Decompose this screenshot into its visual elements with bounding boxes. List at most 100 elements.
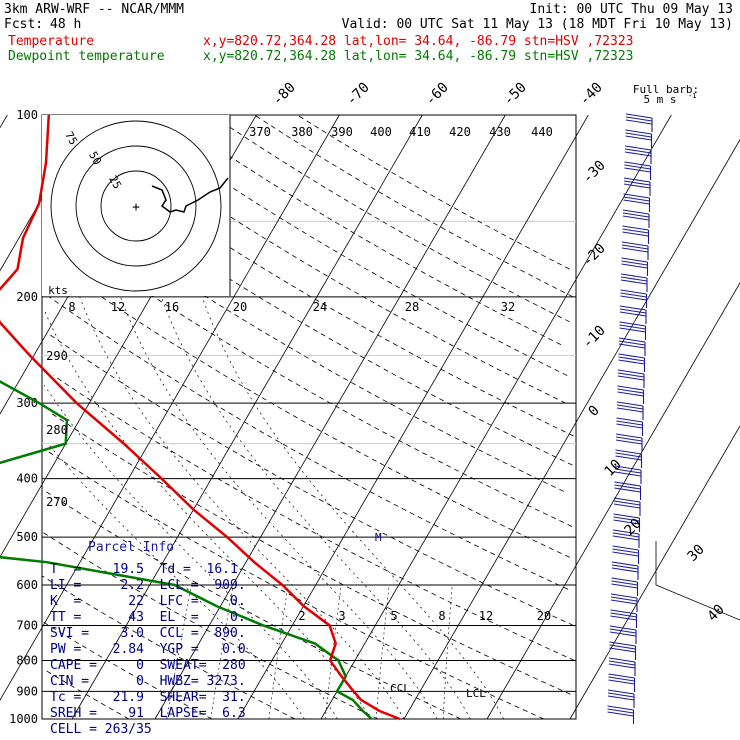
wind-barb-flag — [617, 391, 644, 397]
isotherm-line — [403, 138, 740, 720]
parcel-row: K = 22 LFC = 0. — [50, 594, 246, 609]
parcel-row: CELL = 263/35 — [50, 722, 152, 737]
wind-barb-flag — [619, 308, 647, 314]
temperature-profile — [0, 114, 401, 721]
wind-barb-flag — [614, 487, 641, 493]
wind-barb-flag — [619, 321, 646, 327]
hodograph-ring-label: 75 — [62, 129, 80, 147]
wind-barb-flag — [610, 593, 638, 599]
parcel-info-title: Parcel Info — [88, 540, 174, 555]
pressure-tick-label: 600 — [16, 578, 38, 592]
isotherm-line — [0, 114, 8, 129]
wind-barb-flag — [618, 356, 645, 362]
parcel-row: LI = 2.2 LCL = 909. — [50, 578, 246, 593]
wind-barb-flag — [623, 177, 651, 183]
isotherm-line — [486, 281, 740, 720]
wind-barb-flag — [621, 263, 648, 269]
wind-barb-flag — [624, 161, 651, 167]
dry-adiabat — [44, 221, 573, 527]
wind-barb-flag — [616, 417, 643, 423]
wind-barb-flag — [625, 116, 653, 122]
wind-barb-flag — [612, 545, 639, 551]
wind-barb-flag — [620, 273, 648, 279]
wind-barb-flag — [612, 551, 639, 557]
dry-adiabat — [47, 450, 545, 720]
dry-adiabat — [42, 621, 213, 720]
wind-barb-flag — [623, 180, 651, 186]
theta-label: 400 — [370, 125, 392, 139]
isotherm-label: -70 — [344, 80, 373, 109]
wind-barb-flag — [608, 660, 636, 666]
pressure-tick-label: 700 — [16, 618, 38, 632]
wind-barb-flag — [609, 647, 636, 653]
wind-barb-flag — [610, 596, 638, 602]
wind-barb-flag — [624, 164, 651, 170]
wind-barb-flag — [620, 276, 648, 282]
speed-axis-label: 8 — [68, 300, 75, 314]
wind-barb-flag — [623, 193, 650, 199]
mixing-ratio-line — [442, 584, 453, 720]
moist-adiabat — [160, 296, 471, 720]
mixing-ratio-lines — [166, 584, 453, 720]
wind-barbs — [607, 113, 653, 724]
wind-barb-flag — [613, 516, 640, 522]
mixing-ratio-label: 8 — [438, 609, 445, 623]
wind-barb-flag — [609, 644, 636, 650]
moist-adiabat — [79, 296, 405, 720]
theta-label: 410 — [409, 125, 431, 139]
parcel-row: CIN = 0 HWBZ= 3273. — [50, 674, 246, 689]
wind-barb-flag — [614, 484, 641, 490]
dry-adiabat — [47, 333, 574, 626]
wind-barb-flag — [608, 676, 635, 682]
wind-barb-flag — [615, 455, 642, 461]
dry-adiabat — [61, 268, 570, 558]
m-marker: M — [375, 531, 382, 544]
wind-barb-flag — [616, 423, 643, 429]
wind-barb-flag — [623, 196, 650, 202]
hodograph-ring-label: 25 — [106, 173, 124, 191]
wind-barb-flag — [623, 183, 651, 189]
theta-label: 370 — [249, 125, 271, 139]
wind-barb-flag — [612, 532, 640, 538]
isotherm-label: 0 — [586, 403, 603, 420]
dry-adiabat — [254, 114, 574, 298]
wind-barb-flag — [611, 577, 638, 583]
barb-legend-line2: 5 m s — [643, 93, 676, 106]
wind-barb-flag — [614, 468, 642, 474]
isotherm-line — [154, 114, 506, 720]
mixing-ratio-label: 3 — [338, 609, 345, 623]
isotherm-line — [71, 114, 423, 720]
dry-adiabat — [168, 114, 562, 346]
isotherm-label: -30 — [580, 158, 609, 187]
wind-barb-flag — [621, 257, 648, 263]
init-time: Init: 00 UTC Thu 09 May 13 — [530, 2, 734, 17]
mixing-ratio-label: 12 — [479, 609, 493, 623]
wind-barb-flag — [615, 439, 643, 445]
wind-barb-flag — [611, 564, 639, 570]
parcel-info: Parcel Info T = 19.5 Td = 16.1 LI = 2.2 … — [50, 540, 246, 737]
dry-adiabat — [58, 162, 573, 466]
wind-barb-flag — [613, 513, 640, 519]
wind-barb-flag — [607, 692, 635, 698]
wind-barb-flag — [621, 247, 649, 253]
dry-adiabat — [53, 375, 575, 661]
mixing-ratio-line — [375, 584, 390, 720]
hodograph-ring — [50, 120, 222, 292]
speed-axis-label: 20 — [233, 300, 247, 314]
hodograph-ring-label: 50 — [86, 149, 104, 167]
wind-barb-flag — [624, 167, 651, 173]
isotherm-line — [320, 114, 672, 720]
wind-barb-flag — [619, 311, 647, 317]
wind-barb-flag — [612, 535, 640, 541]
wind-barb-flag — [609, 631, 637, 637]
model-title: 3km ARW-WRF -- NCAR/MMM — [4, 2, 184, 17]
parcel-row: SVI = 3.0 CCL = 890. — [50, 626, 246, 641]
parcel-row: TT = 43 EL = 0. — [50, 610, 246, 625]
wind-barb-flag — [607, 708, 634, 714]
dry-adiabat — [48, 296, 569, 590]
wind-barb-flag — [616, 420, 643, 426]
isotherm-label: -80 — [270, 80, 299, 109]
dry-adiabat — [45, 669, 130, 720]
hodograph-ring — [75, 145, 197, 267]
